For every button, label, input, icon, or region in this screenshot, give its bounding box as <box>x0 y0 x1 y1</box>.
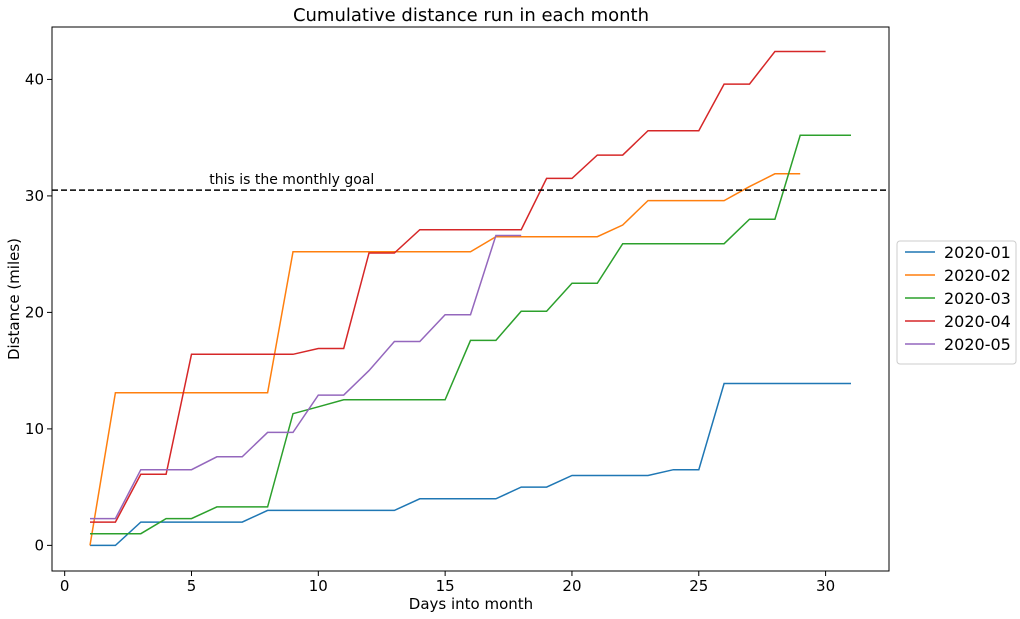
y-tick-label: 30 <box>25 187 44 205</box>
series-line-2020-04 <box>90 50 826 523</box>
legend-label: 2020-04 <box>944 312 1011 331</box>
goal-annotation: this is the monthly goal <box>209 172 374 188</box>
x-tick-label: 0 <box>60 577 70 595</box>
chart-title: Cumulative distance run in each month <box>293 5 649 26</box>
legend-label: 2020-02 <box>944 266 1011 285</box>
x-tick-label: 30 <box>816 577 835 595</box>
series-line-2020-03 <box>90 134 851 535</box>
y-tick-label: 0 <box>34 536 44 554</box>
legend-box <box>896 240 1017 365</box>
series-line-2020-02 <box>89 173 801 546</box>
legend-label: 2020-05 <box>944 335 1011 354</box>
x-axis-label: Days into month <box>409 595 533 613</box>
y-axis-label: Distance (miles) <box>5 238 23 360</box>
series-line-2020-01 <box>90 382 851 547</box>
x-tick-label: 20 <box>562 577 581 595</box>
y-tick-label: 40 <box>25 70 44 88</box>
y-tick-label: 10 <box>25 420 44 438</box>
legend-label: 2020-03 <box>944 289 1011 308</box>
x-tick-label: 5 <box>187 577 197 595</box>
plot-area <box>51 26 890 572</box>
legend-label: 2020-01 <box>944 243 1011 262</box>
series-line-2020-05 <box>90 234 522 520</box>
y-tick-label: 20 <box>25 303 44 321</box>
legend: 2020-01 2020-02 2020-03 2020-04 2020-05 <box>896 240 1017 365</box>
x-tick-label: 10 <box>309 577 328 595</box>
x-tick-label: 25 <box>689 577 708 595</box>
x-tick-label: 15 <box>436 577 455 595</box>
